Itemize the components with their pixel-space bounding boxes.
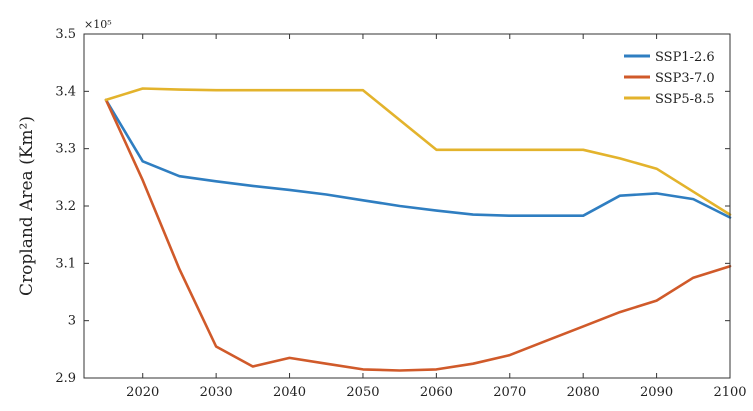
x-tick-label: 2040: [273, 385, 306, 400]
x-tick-label: 2060: [420, 385, 453, 400]
series-line-ssp3-7-0: [104, 98, 732, 372]
y-axis-ticks: 2.9 3 3.1 3.2 3.3 3.4 3.5: [55, 27, 730, 386]
y-tick-label: 3.4: [55, 84, 76, 99]
y-axis-label: Cropland Area (Km²): [17, 116, 37, 296]
x-tick-label: 2070: [493, 385, 526, 400]
x-tick-label: 2020: [126, 385, 159, 400]
plot-frame: [83, 33, 731, 379]
y-tick-label: 3.3: [55, 142, 76, 157]
series-line-ssp1-2-6: [104, 98, 732, 219]
y-axis-exponent-label: ×10⁵: [84, 18, 112, 31]
x-axis-ticks: 2020 2030 2040 2050 2060 2070 2080 2090 2100: [126, 34, 747, 400]
series-lines: [104, 87, 732, 372]
x-tick-label: 2090: [640, 385, 673, 400]
x-tick-label: 2100: [713, 385, 746, 400]
series-line-ssp5-8-5: [104, 87, 732, 216]
legend-entry-label: SSP1-2.6: [655, 50, 715, 65]
legend-entry-label: SSP3-7.0: [655, 71, 715, 86]
x-tick-label: 2050: [346, 385, 379, 400]
y-tick-label: 3: [68, 314, 76, 329]
y-tick-label: 3.2: [55, 199, 76, 214]
x-tick-label: 2080: [567, 385, 600, 400]
y-tick-label: 3.1: [55, 256, 76, 271]
legend-entry-label: SSP5-8.5: [655, 92, 715, 107]
legend: SSP1-2.6 SSP3-7.0 SSP5-8.5: [620, 42, 724, 111]
y-tick-label: 3.5: [55, 27, 76, 42]
x-tick-label: 2030: [200, 385, 233, 400]
y-tick-label: 2.9: [55, 371, 76, 386]
